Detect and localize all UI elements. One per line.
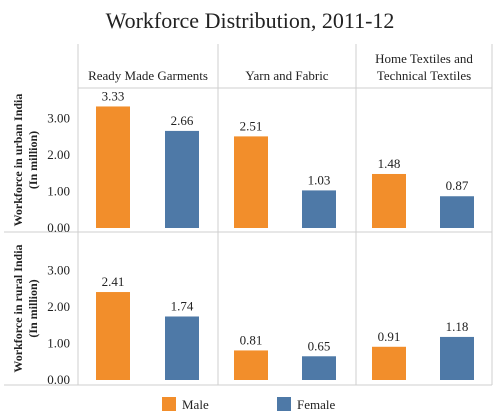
- value-label: 3.33: [102, 88, 125, 103]
- value-label: 0.65: [308, 338, 331, 353]
- bar-female: [302, 356, 336, 380]
- value-label: 0.91: [378, 329, 401, 344]
- bar-male: [234, 136, 268, 228]
- bar-female: [302, 190, 336, 228]
- value-labels: 3.33 2.51 1.48 2.66 1.03 0.87 2.41 0.81 0.91 1.74…: [102, 88, 469, 353]
- legend-label: Male: [182, 397, 209, 412]
- chart-title: Workforce Distribution, 2011-12: [106, 8, 395, 33]
- value-label: 2.41: [102, 274, 125, 289]
- bar-male: [96, 292, 130, 380]
- row-axis-label: Workforce in urban India: [11, 94, 25, 227]
- panel-frame: [4, 44, 493, 386]
- legend-swatch-female: [277, 397, 291, 411]
- value-label: 1.18: [446, 319, 469, 334]
- y-tick-label: 3.00: [47, 111, 70, 126]
- bar-female: [440, 336, 474, 380]
- value-label: 2.51: [240, 118, 263, 133]
- panel-header-label: Yarn and Fabric: [245, 68, 328, 83]
- legend: Male Female: [162, 397, 335, 412]
- value-label: 0.81: [240, 332, 263, 347]
- bar-female: [165, 130, 199, 228]
- panel-header-label: Home Textiles and: [375, 51, 473, 66]
- y-tick-label: 1.00: [47, 336, 70, 351]
- value-label: 0.87: [446, 178, 469, 193]
- panel-header-label: Ready Made Garments: [88, 68, 208, 83]
- y-tick-label: 2.00: [47, 147, 70, 162]
- bar-female: [440, 196, 474, 228]
- bar-male: [96, 106, 130, 228]
- y-axis-ticks: 0.00 1.00 2.00 3.00 0.00 1.00 2.00 3.00: [47, 111, 70, 388]
- legend-label: Female: [297, 397, 335, 412]
- panel-header-label: Technical Textiles: [377, 68, 471, 83]
- bar-female: [165, 316, 199, 380]
- bar-male: [372, 346, 406, 380]
- legend-swatch-male: [162, 397, 176, 411]
- y-tick-label: 0.00: [47, 220, 70, 235]
- bar-male: [234, 350, 268, 380]
- y-tick-label: 0.00: [47, 372, 70, 387]
- y-tick-label: 3.00: [47, 263, 70, 278]
- row-axis-label: Workforce in rural India: [11, 244, 25, 372]
- value-label: 1.48: [378, 156, 401, 171]
- value-label: 1.03: [308, 172, 331, 187]
- row-labels: Workforce in urban India (In million)Work…: [11, 94, 40, 373]
- panel-headers: Ready Made Garments Yarn and Fabric Home T…: [88, 51, 473, 83]
- bar-male: [372, 173, 406, 228]
- y-tick-label: 2.00: [47, 299, 70, 314]
- row-axis-label: (In million): [26, 279, 40, 337]
- value-label: 2.66: [171, 113, 194, 128]
- y-tick-label: 1.00: [47, 184, 70, 199]
- value-label: 1.74: [171, 298, 194, 313]
- row-axis-label: (In million): [26, 131, 40, 189]
- bars: [96, 106, 474, 380]
